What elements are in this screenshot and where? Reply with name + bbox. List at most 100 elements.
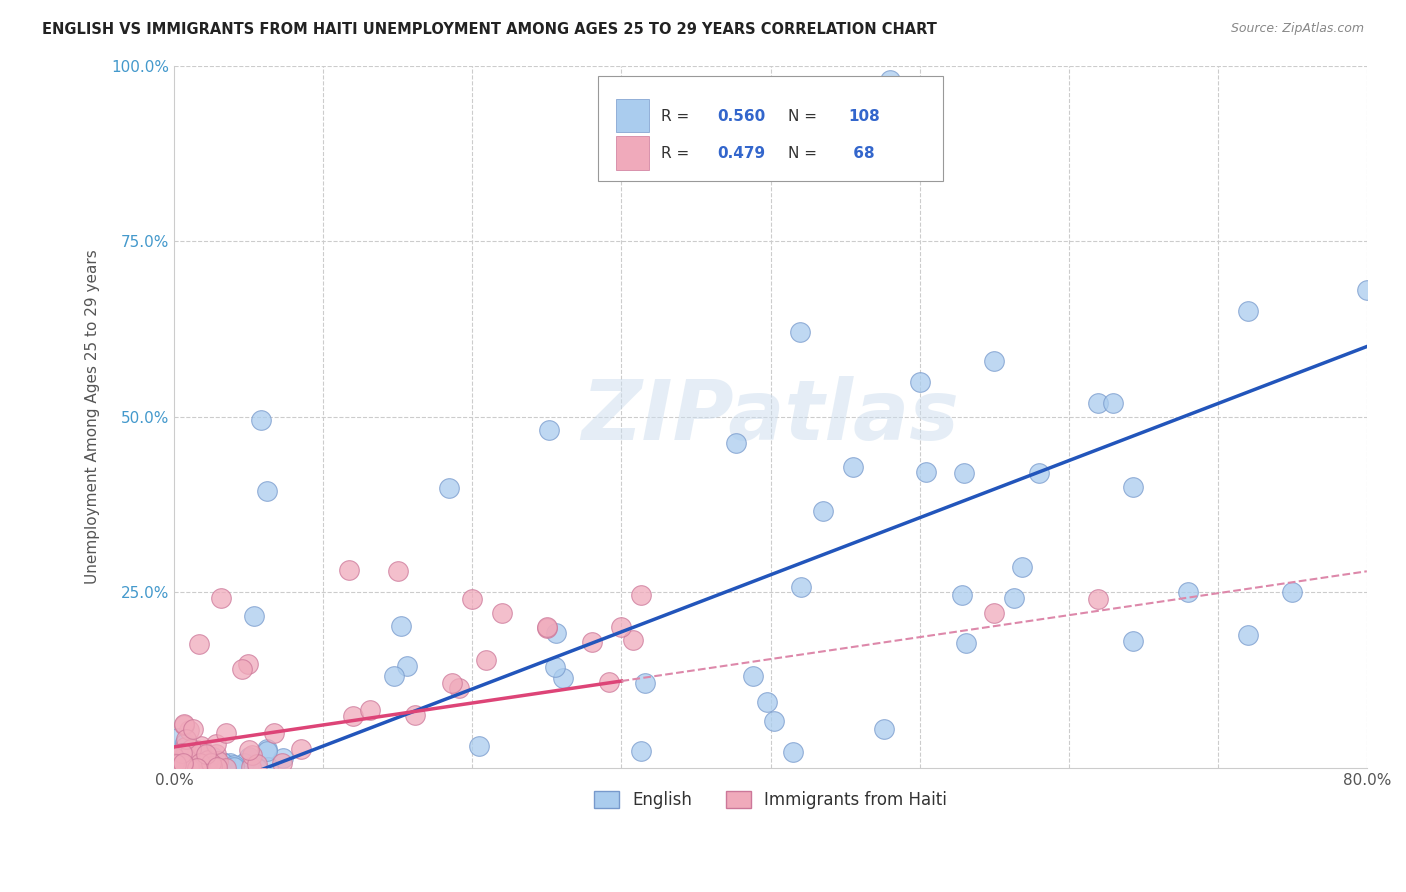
Point bbox=[179, 723, 201, 738]
Point bbox=[359, 703, 381, 717]
Point bbox=[1177, 585, 1199, 599]
Text: 68: 68 bbox=[848, 146, 875, 161]
Point bbox=[187, 747, 209, 762]
Point bbox=[186, 750, 208, 764]
Point bbox=[172, 756, 194, 771]
Point bbox=[195, 761, 218, 775]
Point bbox=[581, 634, 603, 648]
Point bbox=[193, 745, 215, 759]
Point bbox=[475, 653, 498, 667]
Point bbox=[1087, 395, 1109, 409]
Point bbox=[190, 761, 212, 775]
Point bbox=[342, 709, 364, 723]
Point bbox=[174, 748, 197, 763]
Point bbox=[172, 761, 194, 775]
Point bbox=[170, 753, 193, 767]
Point bbox=[439, 481, 461, 495]
Point bbox=[1236, 627, 1258, 641]
Point bbox=[205, 747, 228, 762]
Point bbox=[208, 761, 231, 775]
Point bbox=[163, 749, 186, 764]
Point bbox=[404, 707, 426, 722]
Point bbox=[165, 757, 187, 772]
Point bbox=[180, 761, 202, 775]
Point bbox=[174, 736, 197, 750]
Point bbox=[163, 756, 186, 770]
Text: N =: N = bbox=[789, 109, 823, 124]
Point bbox=[174, 731, 197, 746]
Point bbox=[183, 759, 205, 773]
Point bbox=[1011, 559, 1033, 574]
Point bbox=[238, 657, 260, 672]
Point bbox=[167, 760, 190, 774]
Text: 108: 108 bbox=[848, 109, 880, 124]
Point bbox=[242, 748, 264, 763]
Point bbox=[163, 758, 186, 772]
Point bbox=[163, 750, 186, 764]
Point bbox=[180, 761, 202, 775]
Point bbox=[598, 675, 620, 690]
Point bbox=[1236, 304, 1258, 318]
Point bbox=[169, 757, 191, 772]
Point bbox=[290, 741, 312, 756]
Point bbox=[238, 743, 260, 757]
Point bbox=[184, 757, 207, 772]
Point bbox=[173, 739, 195, 754]
Point bbox=[908, 375, 931, 389]
Text: 0.560: 0.560 bbox=[717, 109, 765, 124]
Point bbox=[173, 761, 195, 775]
Point bbox=[173, 759, 195, 773]
Point bbox=[170, 760, 193, 774]
Point bbox=[197, 753, 219, 767]
Point bbox=[461, 592, 484, 607]
Point bbox=[165, 756, 187, 770]
Point bbox=[218, 756, 240, 771]
Point bbox=[756, 695, 779, 709]
Point bbox=[983, 607, 1005, 621]
Point bbox=[610, 620, 633, 634]
Point bbox=[173, 717, 195, 731]
Legend: English, Immigrants from Haiti: English, Immigrants from Haiti bbox=[588, 784, 953, 816]
Point bbox=[630, 744, 652, 758]
Point bbox=[246, 761, 269, 775]
Point bbox=[222, 758, 245, 772]
Point bbox=[172, 758, 194, 772]
Point bbox=[725, 435, 748, 450]
Point bbox=[207, 754, 229, 768]
Point bbox=[215, 726, 238, 740]
Point bbox=[169, 753, 191, 767]
Point bbox=[842, 459, 865, 474]
Point bbox=[536, 620, 558, 634]
Point bbox=[187, 749, 209, 764]
Point bbox=[215, 756, 238, 771]
Point bbox=[634, 675, 657, 690]
Text: N =: N = bbox=[789, 146, 823, 161]
Point bbox=[238, 750, 260, 764]
Point bbox=[214, 761, 236, 775]
Point bbox=[879, 72, 901, 87]
Point bbox=[170, 761, 193, 775]
Point bbox=[391, 619, 413, 633]
Point bbox=[188, 756, 211, 771]
Bar bbox=[616, 136, 650, 169]
Point bbox=[197, 761, 219, 775]
Point bbox=[873, 723, 896, 737]
Point bbox=[544, 660, 567, 674]
Point bbox=[491, 607, 513, 621]
Point bbox=[200, 760, 222, 774]
Point bbox=[208, 761, 231, 775]
Point bbox=[387, 564, 409, 578]
Point bbox=[1281, 585, 1303, 599]
Point bbox=[742, 669, 765, 683]
Point bbox=[256, 742, 278, 756]
Point bbox=[172, 761, 194, 775]
Point bbox=[209, 591, 232, 606]
Point bbox=[1355, 284, 1378, 298]
Point bbox=[950, 588, 973, 602]
Point bbox=[1002, 591, 1025, 606]
Point bbox=[1087, 592, 1109, 607]
Point bbox=[630, 588, 652, 602]
Point bbox=[165, 756, 187, 771]
Point bbox=[172, 761, 194, 775]
Point bbox=[163, 761, 186, 775]
